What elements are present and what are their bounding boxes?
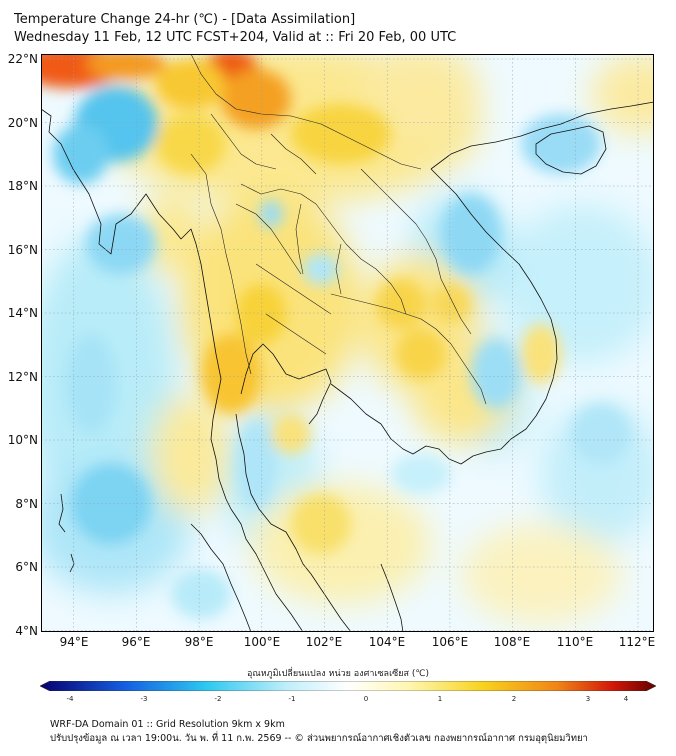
- lon-label-102e: 102°E: [305, 635, 343, 649]
- lat-label-12n: 12°N: [7, 370, 38, 384]
- map-subtitle: Wednesday 11 Feb, 12 UTC FCST+204, Valid…: [14, 30, 457, 45]
- lon-label-94e: 94°E: [59, 635, 89, 649]
- coastline-malaysia-east: [380, 563, 404, 632]
- lat-label-6n: 6°N: [15, 560, 38, 574]
- border-laos-vietnam: [360, 168, 472, 335]
- lon-label-108e: 108°E: [493, 635, 531, 649]
- border-myanmar-thailand: [190, 153, 252, 375]
- colorbar-tick-1: 1: [437, 695, 443, 703]
- temperature-map: [41, 54, 654, 632]
- lat-label-22n: 22°N: [7, 52, 38, 66]
- border-provinces-1: [235, 203, 302, 275]
- coastline-andaman: [58, 493, 66, 533]
- lat-label-16n: 16°N: [7, 243, 38, 257]
- lat-label-14n: 14°N: [7, 306, 38, 320]
- lat-label-4n: 4°N: [15, 624, 38, 638]
- colorbar-tick-neg4: -4: [66, 695, 74, 703]
- colorbar-tick-neg1: -1: [288, 695, 296, 703]
- coastline-hainan: [535, 125, 607, 175]
- coastline-gulf-of-thailand-west-lower: [235, 413, 352, 632]
- colorbar-tick-4: 4: [623, 695, 629, 703]
- graticule: [41, 54, 654, 632]
- border-thailand-laos: [240, 183, 407, 315]
- coastline-sumatra: [190, 523, 252, 632]
- country-borders: [190, 54, 487, 405]
- colorbar-tick-neg2: -2: [214, 695, 222, 703]
- lon-label-104e: 104°E: [368, 635, 406, 649]
- field-blobs-fine: [41, 54, 631, 619]
- map-title: Temperature Change 24-hr (℃) - [Data Ass…: [14, 12, 356, 27]
- lon-label-112e: 112°E: [618, 635, 656, 649]
- footer-credit: ปรับปรุงข้อมูล ณ เวลา 19:00น. วัน พ. ที่…: [50, 733, 588, 744]
- colorbar-tick-0: 0: [363, 695, 369, 703]
- lat-label-8n: 8°N: [15, 497, 38, 511]
- lon-label-100e: 100°E: [243, 635, 281, 649]
- colorbar-tick-neg3: -3: [140, 695, 148, 703]
- coastlines: [41, 101, 654, 632]
- border-china-north: [190, 54, 422, 170]
- border-thailand-cambodia: [330, 293, 437, 330]
- lat-label-10n: 10°N: [7, 433, 38, 447]
- footer-model-info: WRF-DA Domain 01 :: Grid Resolution 9km …: [50, 719, 285, 730]
- coastline-cambodia-vietnam: [330, 168, 558, 465]
- lon-label-110e: 110°E: [556, 635, 594, 649]
- coastline-nicobar: [69, 553, 75, 573]
- border-cambodia-vietnam: [435, 328, 487, 405]
- border-provinces-7: [270, 133, 317, 175]
- border-provinces-3: [265, 313, 327, 355]
- colorbar-label: อุณหภูมิเปลี่ยนแปลง หน่วย องศาเซลเซียส (…: [246, 669, 430, 679]
- lat-label-20n: 20°N: [7, 116, 38, 130]
- border-provinces-5: [335, 243, 342, 295]
- temperature-field: [41, 54, 654, 632]
- lon-label-98e: 98°E: [184, 635, 214, 649]
- border-provinces-2: [255, 263, 332, 315]
- coastline-myanmar-bay-of-bengal: [41, 108, 304, 632]
- colorbar-ramp: [40, 681, 656, 691]
- border-provinces-4: [295, 203, 304, 275]
- colorbar-tick-3: 3: [585, 695, 591, 703]
- map-canvas: [41, 54, 654, 632]
- coastline-china-south: [430, 101, 654, 170]
- lon-label-96e: 96°E: [121, 635, 151, 649]
- lon-label-106e: 106°E: [431, 635, 469, 649]
- lat-label-18n: 18°N: [7, 179, 38, 193]
- coastline-gulf-of-thailand-west: [240, 343, 332, 425]
- map-frame: [41, 54, 654, 632]
- border-provinces-6: [210, 113, 277, 170]
- colorbar-tick-2: 2: [511, 695, 517, 703]
- colorbar: [40, 681, 656, 691]
